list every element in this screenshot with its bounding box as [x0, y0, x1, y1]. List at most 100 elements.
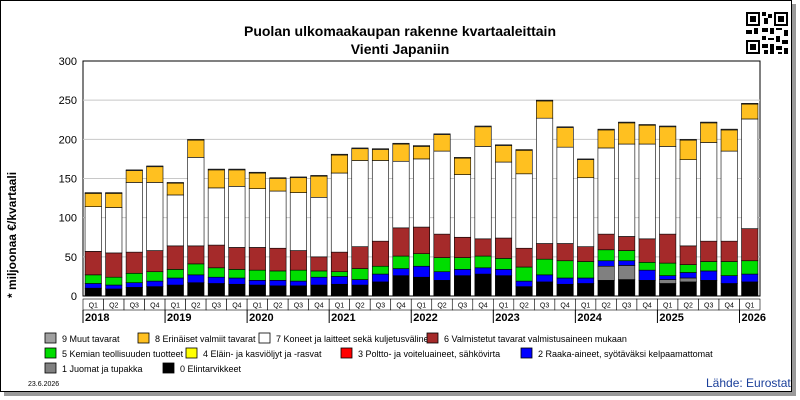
bar-segment — [248, 269, 266, 281]
legend-swatch — [137, 332, 150, 344]
bar-segment — [659, 283, 677, 297]
bar-segment — [105, 252, 123, 278]
bar-segment — [166, 284, 184, 297]
bar-segment — [700, 280, 718, 297]
bar-segment — [371, 240, 389, 267]
bar-segment — [577, 261, 595, 279]
bar-segment — [228, 269, 246, 279]
bar-segment — [597, 249, 615, 262]
bar-segment — [412, 146, 431, 160]
bar-segment — [700, 261, 718, 272]
bar-segment — [495, 145, 513, 163]
bar-segment — [741, 228, 759, 262]
y-tick-label: 250 — [59, 95, 77, 107]
bar-segment — [454, 157, 472, 175]
bar-segment — [207, 276, 225, 284]
bar-segment — [659, 275, 677, 280]
bar-segment — [351, 147, 369, 150]
bar-segment — [433, 150, 451, 235]
bar-segment — [597, 280, 615, 297]
bar-segment — [105, 284, 123, 290]
year-label: 2026 — [741, 312, 765, 324]
bar-segment — [330, 283, 348, 297]
bar-segment — [638, 124, 656, 126]
bar-segment — [371, 273, 389, 283]
bar-segment — [495, 258, 513, 270]
date-stamp: 23.6.2026 — [28, 381, 60, 388]
bar-segment — [618, 265, 636, 280]
bar-segment — [330, 276, 348, 285]
bar-segment — [638, 124, 656, 145]
bar-segment — [720, 128, 738, 131]
year-label: 2019 — [167, 312, 191, 324]
bar-segment — [433, 233, 451, 258]
bar-segment — [454, 174, 472, 238]
bar-segment — [146, 250, 164, 273]
bar-segment — [248, 280, 266, 286]
bar-segment — [556, 126, 574, 128]
bar-segment — [371, 265, 389, 275]
legend-entry: 9 Muut tavarat — [62, 334, 120, 344]
bar-segment — [166, 277, 184, 286]
bar-segment — [638, 143, 656, 240]
bar-segment — [248, 171, 266, 174]
x-tick-label: Q1 — [335, 303, 344, 310]
chart-title-block: Puolan ulkomaakaupan rakenne kvartaaleit… — [0, 22, 800, 58]
bar-segment — [556, 260, 574, 279]
legend-swatch — [520, 347, 533, 359]
bar-segment — [125, 182, 143, 253]
bar-segment — [269, 177, 287, 179]
bar-segment — [618, 250, 636, 262]
bar-segment — [330, 153, 348, 156]
bar-segment — [310, 276, 328, 286]
bar-segment — [474, 255, 492, 269]
bar-segment — [536, 281, 554, 297]
bar-segment — [125, 170, 143, 183]
bar-segment — [310, 284, 328, 297]
bar-segment — [679, 281, 697, 297]
bar-segment — [433, 271, 451, 281]
bar-segment — [741, 103, 759, 105]
bar-segment — [269, 270, 287, 281]
bar-segment — [679, 272, 697, 279]
bar-segment — [741, 260, 759, 275]
x-tick-label: Q3 — [130, 303, 139, 310]
bar-segment — [392, 160, 410, 229]
bar-segment — [392, 275, 410, 297]
bar-segment — [515, 150, 533, 175]
year-label: 2018 — [85, 312, 109, 324]
bar-segment — [351, 279, 369, 286]
y-tick-label: 100 — [59, 213, 77, 225]
bar-segment — [412, 158, 431, 228]
bar-segment — [700, 121, 718, 124]
bar-segment — [556, 243, 574, 262]
bar-segment — [351, 246, 369, 269]
bar-segment — [515, 286, 533, 297]
bar-segment — [289, 177, 307, 193]
bar-segment — [310, 175, 328, 177]
bar-segment — [556, 146, 574, 244]
bar-segment — [495, 269, 513, 276]
bar-segment — [289, 285, 307, 297]
year-label: 2022 — [413, 312, 437, 324]
x-tick-label: Q4 — [314, 303, 323, 310]
bar-segment — [597, 265, 615, 281]
bar-segment — [146, 165, 164, 168]
legend-entry: 3 Poltto- ja voiteluaineet, sähkövirta — [358, 349, 500, 359]
bar-segment — [269, 280, 287, 287]
bar-segment — [146, 271, 164, 282]
x-tick-label: Q4 — [396, 303, 405, 310]
bar-segment — [720, 129, 738, 152]
bar-segment — [679, 159, 697, 247]
bar-segment — [556, 277, 574, 285]
bar-segment — [515, 149, 533, 151]
bar-segment — [720, 240, 738, 262]
bar-segment — [412, 265, 431, 278]
bar-segment — [166, 182, 184, 196]
x-tick-box — [739, 298, 761, 311]
bar-segment — [310, 175, 328, 198]
bar-segment — [84, 251, 102, 276]
year-label: 2021 — [331, 312, 355, 324]
legend-swatch — [44, 362, 57, 374]
